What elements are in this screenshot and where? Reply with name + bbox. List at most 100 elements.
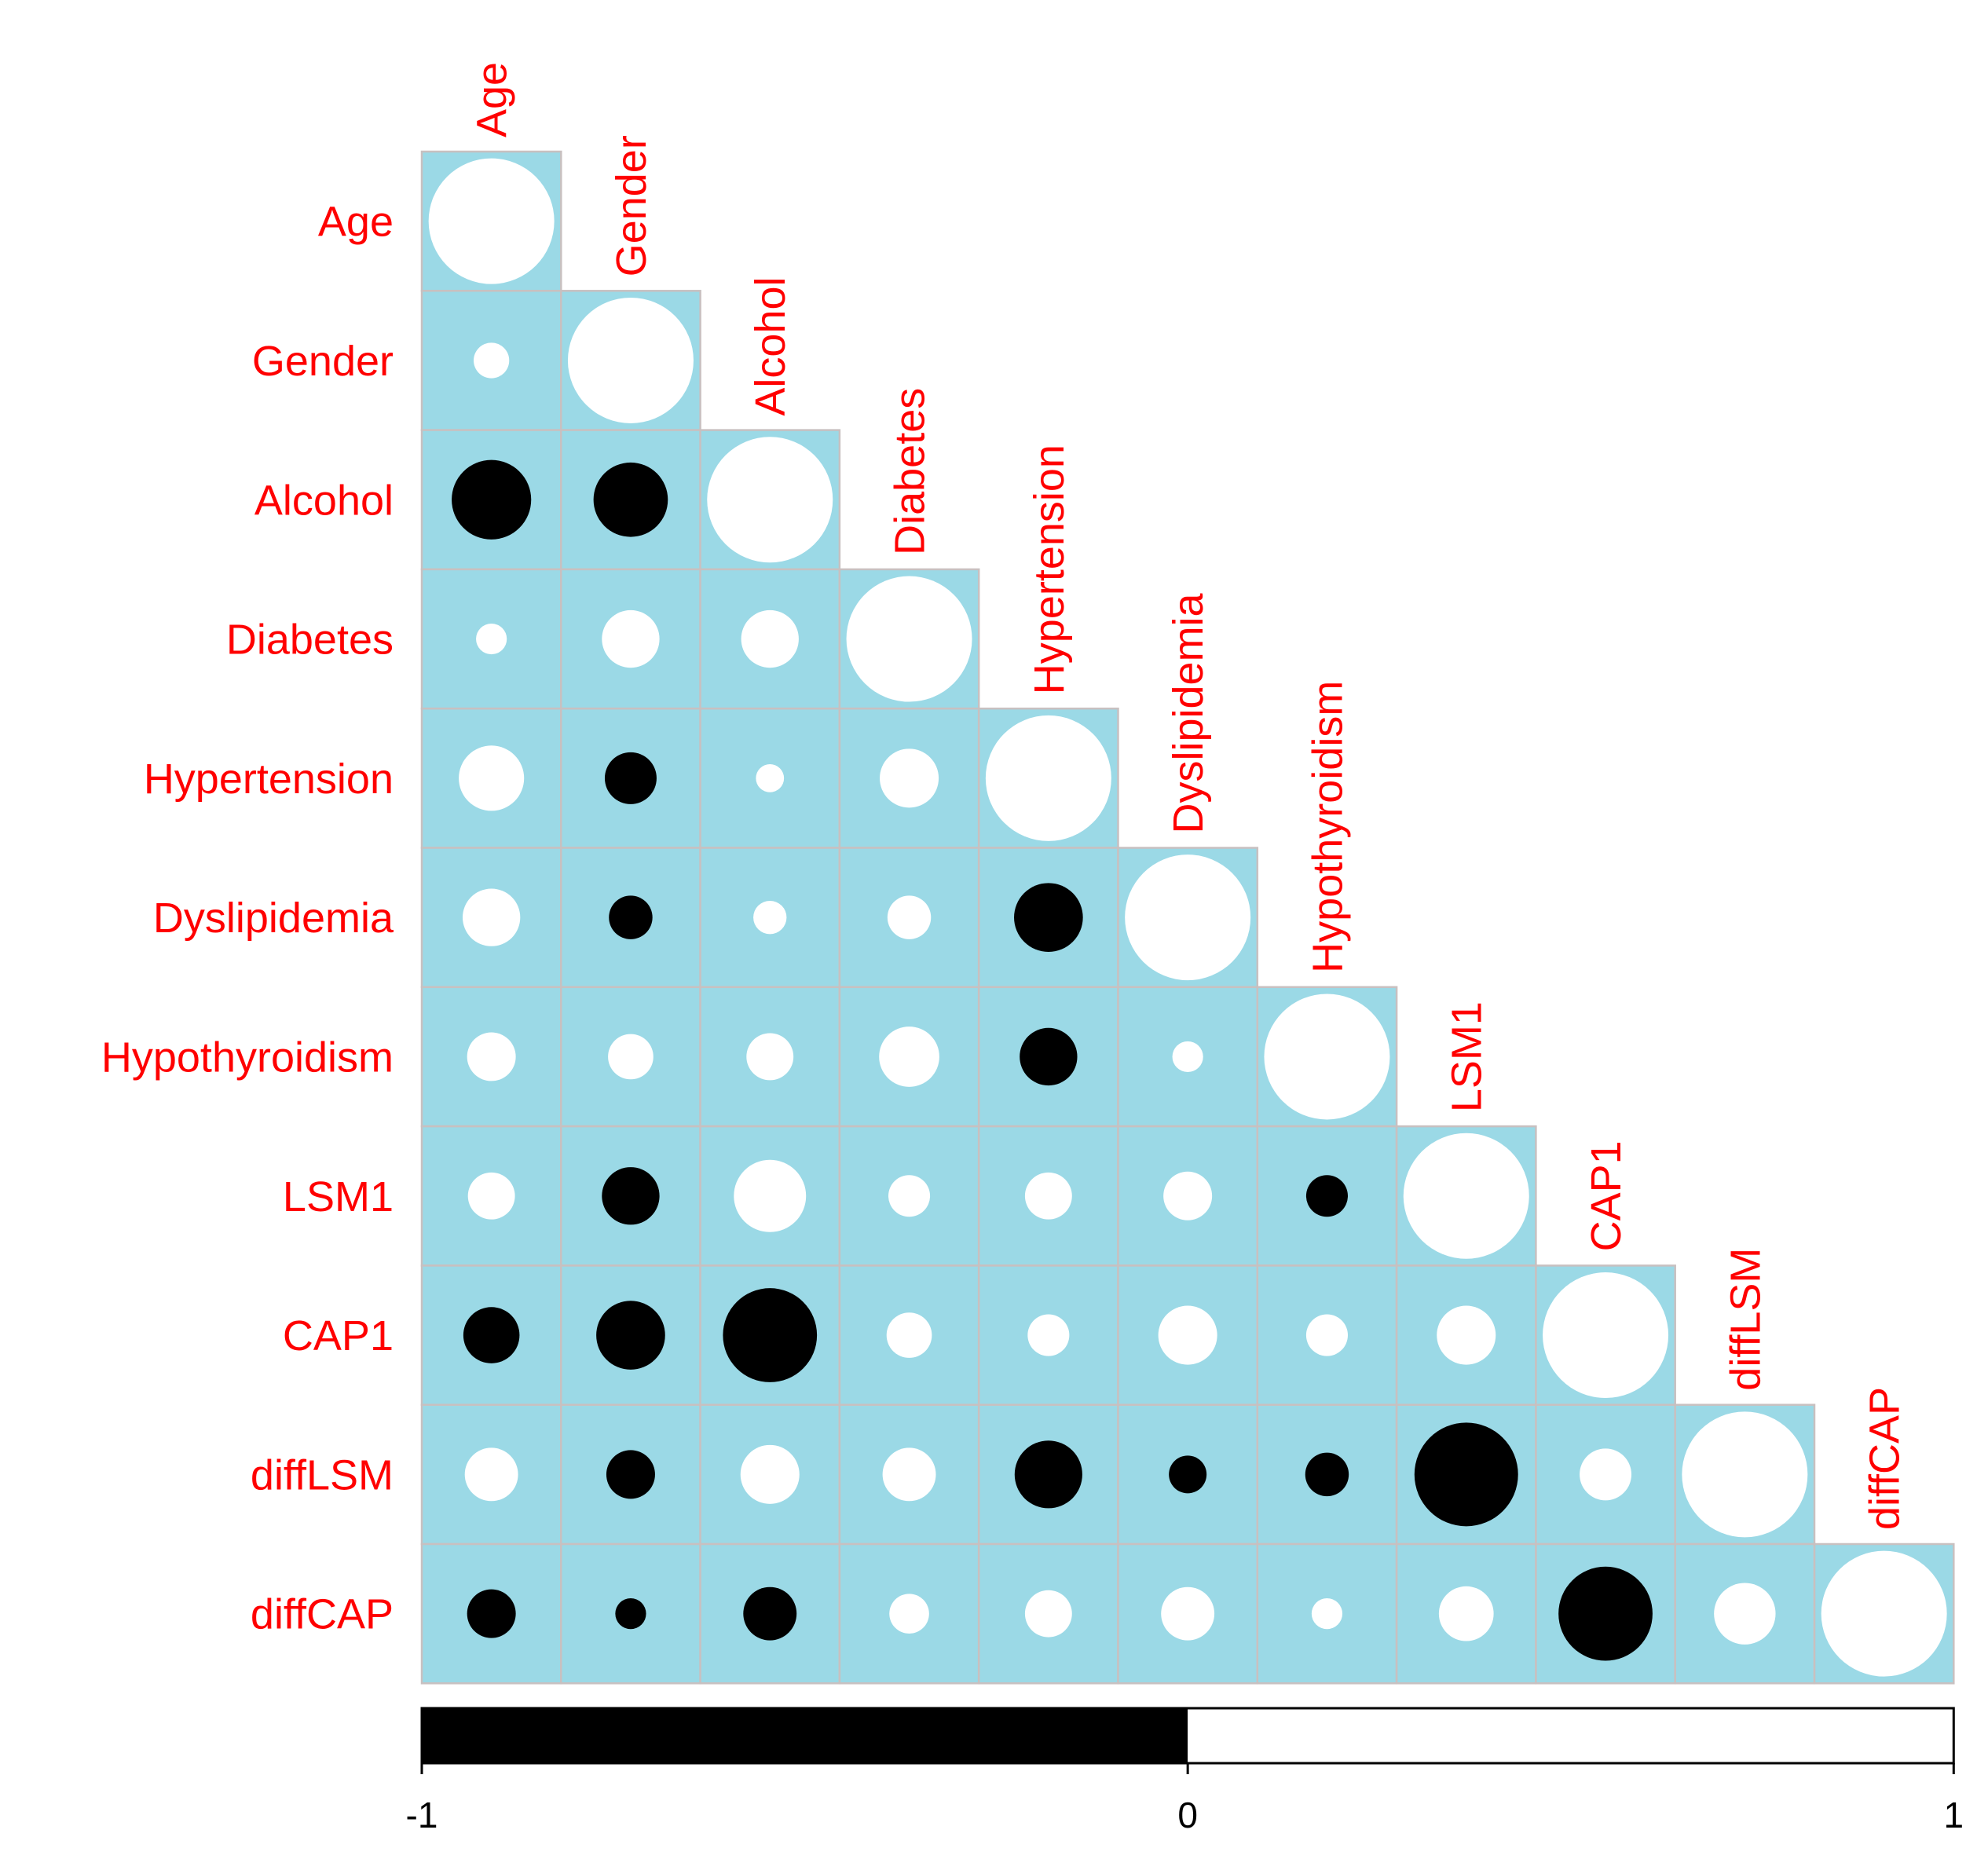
circle-difflsm-cap1	[1580, 1448, 1632, 1501]
circle-cap1-alcohol	[723, 1288, 818, 1382]
circle-dyslipidemia-diabetes	[887, 895, 932, 939]
cell-diabetes-gender	[560, 568, 701, 710]
column-label-cap1: CAP1	[1583, 1140, 1630, 1251]
row-label-alcohol: Alcohol	[254, 477, 394, 524]
colorbar-tick-label: -1	[406, 1795, 438, 1835]
circle-hypothyroidism-diabetes	[879, 1026, 939, 1087]
circle-hypertension-age	[459, 745, 525, 811]
circle-lsm1-dyslipidemia	[1163, 1171, 1213, 1220]
cell-hypothyroidism-age	[420, 986, 562, 1128]
circle-difflsm-lsm1	[1414, 1422, 1518, 1527]
circle-dyslipidemia-dyslipidemia	[1125, 854, 1251, 981]
colorbar: -1 0 1	[406, 1707, 1964, 1835]
circle-lsm1-diabetes	[888, 1175, 931, 1217]
colorbar-positive-segment	[1188, 1708, 1954, 1763]
row-labels: Age Gender Alcohol Diabetes Hypertension Dysl…	[101, 199, 394, 1638]
circle-lsm1-gender	[602, 1167, 660, 1225]
circle-cap1-cap1	[1543, 1272, 1669, 1399]
row-label-dyslipidemia: Dyslipidemia	[153, 895, 394, 942]
column-labels: Age Gender Alcohol Diabetes Hypertension Dysl…	[469, 62, 1909, 1530]
circle-diffcap-difflsm	[1714, 1583, 1776, 1645]
row-label-diffcap: diffCAP	[251, 1591, 394, 1638]
row-label-cap1: CAP1	[283, 1312, 394, 1359]
row-label-gender: Gender	[252, 338, 394, 385]
circle-difflsm-hypothyroidism	[1305, 1452, 1349, 1497]
circle-diabetes-alcohol	[741, 609, 799, 668]
circle-age-age	[428, 158, 555, 284]
column-label-lsm1: LSM1	[1444, 1001, 1491, 1112]
circle-cap1-hypertension	[1027, 1314, 1070, 1356]
row-label-lsm1: LSM1	[283, 1173, 394, 1220]
circle-hypothyroidism-dyslipidemia	[1172, 1041, 1203, 1073]
circle-lsm1-lsm1	[1403, 1133, 1529, 1259]
correlation-circles	[428, 158, 1947, 1677]
column-label-hypothyroidism: Hypothyroidism	[1304, 681, 1351, 973]
circle-diabetes-age	[476, 623, 507, 655]
circle-diffcap-hypertension	[1024, 1590, 1072, 1638]
row-label-diabetes: Diabetes	[226, 617, 394, 664]
circle-diffcap-age	[467, 1589, 516, 1638]
circle-hypothyroidism-hypertension	[1020, 1027, 1078, 1086]
circle-hypertension-hypertension	[985, 715, 1111, 841]
column-label-diabetes: Diabetes	[887, 388, 934, 555]
column-label-hypertension: Hypertension	[1026, 445, 1073, 694]
circle-alcohol-gender	[593, 462, 668, 537]
circle-diabetes-gender	[602, 609, 660, 668]
circle-diffcap-cap1	[1558, 1566, 1653, 1661]
colorbar-tick-label: 0	[1177, 1795, 1198, 1835]
circle-hypothyroidism-gender	[608, 1034, 654, 1080]
row-label-age: Age	[318, 199, 394, 246]
circle-alcohol-alcohol	[707, 437, 833, 563]
column-label-dyslipidemia: Dyslipidemia	[1165, 592, 1212, 833]
circle-diffcap-dyslipidemia	[1161, 1586, 1215, 1641]
circle-diffcap-diabetes	[889, 1594, 929, 1634]
circle-cap1-lsm1	[1437, 1305, 1496, 1365]
circle-lsm1-hypothyroidism	[1305, 1175, 1348, 1217]
circle-cap1-dyslipidemia	[1158, 1305, 1217, 1365]
circle-cap1-gender	[596, 1301, 665, 1370]
circle-diffcap-diffcap	[1821, 1550, 1947, 1677]
circle-dyslipidemia-hypertension	[1014, 883, 1083, 952]
circle-diffcap-gender	[615, 1598, 646, 1630]
colorbar-negative-segment	[422, 1708, 1188, 1763]
circle-hypertension-diabetes	[880, 748, 939, 808]
circle-diabetes-diabetes	[846, 576, 972, 702]
circle-gender-gender	[567, 297, 694, 423]
row-label-difflsm: diffLSM	[251, 1451, 394, 1499]
circle-gender-age	[474, 342, 510, 379]
circle-hypothyroidism-age	[467, 1032, 516, 1081]
row-label-hypothyroidism: Hypothyroidism	[101, 1034, 394, 1081]
column-label-difflsm: diffLSM	[1722, 1248, 1769, 1391]
circle-hypertension-gender	[604, 752, 657, 804]
circle-lsm1-alcohol	[734, 1159, 807, 1232]
cell-hypertension-diabetes	[838, 707, 980, 849]
column-label-age: Age	[469, 62, 516, 137]
circle-dyslipidemia-gender	[609, 895, 653, 939]
circle-lsm1-hypertension	[1024, 1172, 1072, 1220]
circle-difflsm-diabetes	[882, 1447, 936, 1502]
circle-difflsm-hypertension	[1014, 1440, 1082, 1509]
circle-diffcap-alcohol	[743, 1586, 797, 1641]
circle-difflsm-alcohol	[740, 1444, 800, 1504]
colorbar-tick-label: 1	[1944, 1795, 1964, 1835]
circle-cap1-hypothyroidism	[1305, 1314, 1348, 1356]
column-label-diffcap: diffCAP	[1862, 1387, 1909, 1530]
column-label-alcohol: Alcohol	[747, 276, 794, 415]
circle-lsm1-age	[467, 1172, 515, 1220]
circle-hypothyroidism-alcohol	[746, 1033, 794, 1081]
circle-hypothyroidism-hypothyroidism	[1264, 994, 1390, 1120]
circle-difflsm-difflsm	[1682, 1411, 1808, 1538]
circle-diffcap-lsm1	[1438, 1586, 1494, 1641]
circle-diffcap-hypothyroidism	[1311, 1598, 1343, 1630]
colorbar-ticks: -1 0 1	[406, 1763, 1964, 1835]
circle-hypertension-alcohol	[756, 763, 785, 792]
circle-dyslipidemia-alcohol	[753, 900, 787, 935]
circle-difflsm-dyslipidemia	[1169, 1455, 1207, 1494]
circle-cap1-age	[463, 1307, 520, 1363]
column-label-gender: Gender	[608, 135, 655, 276]
circle-difflsm-gender	[606, 1450, 655, 1499]
circle-alcohol-age	[452, 459, 532, 540]
circle-difflsm-age	[464, 1447, 518, 1502]
row-label-hypertension: Hypertension	[144, 756, 394, 803]
